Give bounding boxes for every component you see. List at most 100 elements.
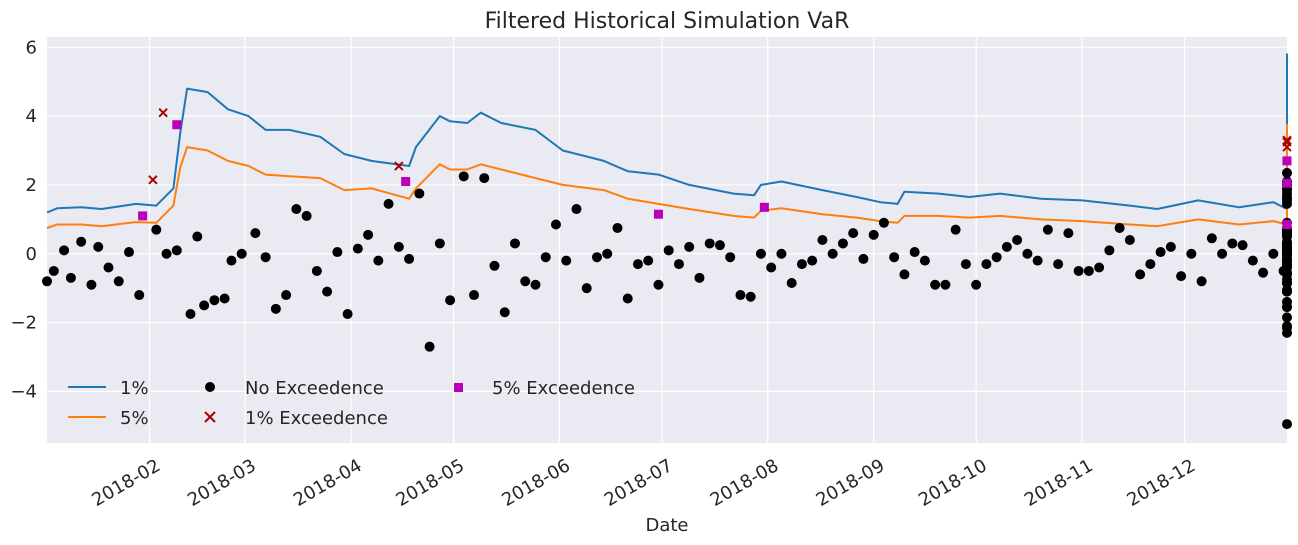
legend: 1% 5% No Exceedence 1% Exceedence 5% Exc… (68, 378, 635, 429)
no-exceedence-point (192, 231, 203, 242)
no-exceedence-point (1135, 269, 1146, 280)
no-exceedence-point (1196, 276, 1207, 287)
no-exceedence-point (530, 279, 541, 290)
exceedence-5pct-point (138, 211, 148, 221)
no-exceedence-point (950, 224, 961, 235)
no-exceedence-point (1124, 235, 1135, 245)
no-exceedence-point (766, 262, 777, 273)
exceedence-5pct-point (1282, 156, 1292, 166)
x-tick-label: 2018-07 (601, 455, 677, 511)
no-exceedence-point (653, 279, 664, 290)
no-exceedence-point (458, 171, 469, 182)
no-exceedence-point (1104, 245, 1115, 256)
x-tick-label: 2018-02 (88, 455, 164, 511)
no-exceedence-point (632, 259, 643, 270)
legend-label-1pct-exceedence: 1% Exceedence (245, 408, 388, 429)
no-exceedence-point (113, 276, 124, 287)
no-exceedence-point (1217, 248, 1228, 259)
x-tick-label: 2018-11 (1021, 455, 1097, 511)
no-exceedence-point (76, 236, 87, 247)
no-exceedence-point (919, 255, 930, 266)
no-exceedence-point (663, 245, 674, 256)
no-exceedence-point (1063, 228, 1074, 239)
no-exceedence-point (404, 253, 415, 264)
no-exceedence-point (878, 217, 889, 228)
no-exceedence-point (434, 238, 445, 249)
no-exceedence-point (1042, 224, 1053, 235)
legend-label-5pct: 5% (120, 408, 149, 429)
y-tick-label: 0 (26, 244, 37, 265)
x-tick-label: 2018-08 (707, 455, 783, 511)
no-exceedence-point (93, 241, 104, 252)
no-exceedence-point (281, 290, 292, 301)
y-tick-label: −4 (10, 381, 37, 402)
no-exceedence-point (352, 243, 363, 254)
legend-label-no-exceedence: No Exceedence (245, 378, 384, 399)
no-exceedence-point (171, 245, 182, 256)
no-exceedence-point (250, 228, 261, 239)
no-exceedence-point (332, 247, 343, 258)
exceedence-5pct-point (1282, 220, 1292, 230)
no-exceedence-point (123, 247, 134, 258)
no-exceedence-point (103, 262, 114, 273)
no-exceedence-point (899, 269, 910, 280)
no-exceedence-point (1237, 240, 1248, 251)
no-exceedence-point (1282, 419, 1292, 430)
no-exceedence-point (1073, 265, 1084, 276)
no-exceedence-point (151, 224, 162, 235)
no-exceedence-point (1282, 321, 1292, 332)
exceedence-1pct-point (158, 107, 168, 118)
no-exceedence-point (468, 290, 479, 301)
no-exceedence-point (342, 308, 353, 319)
no-exceedence-point (1114, 222, 1125, 233)
scatter-points (42, 107, 1292, 430)
no-exceedence-point (807, 255, 818, 266)
no-exceedence-point (1001, 241, 1012, 252)
grid-lines (47, 37, 1287, 443)
no-exceedence-point (745, 291, 756, 302)
no-exceedence-point (1012, 235, 1023, 245)
no-exceedence-point (981, 259, 992, 270)
no-exceedence-point (612, 222, 623, 233)
no-exceedence-point (1282, 193, 1292, 204)
y-tick-label: −2 (10, 313, 37, 334)
no-exceedence-point (581, 283, 592, 294)
x-tick-label: 2018-10 (915, 455, 991, 511)
no-exceedence-point (971, 279, 982, 290)
exceedence-1pct-point (148, 175, 158, 185)
x-tick-label: 2018-05 (392, 455, 468, 511)
no-exceedence-point (1268, 248, 1279, 259)
no-exceedence-point (1053, 259, 1064, 270)
no-exceedence-point (591, 252, 602, 263)
no-exceedence-point (59, 245, 70, 256)
y-tick-labels: −4 −2 0 2 4 6 (10, 37, 37, 402)
no-exceedence-point (725, 252, 736, 263)
y-tick-label: 2 (26, 175, 37, 196)
no-exceedence-point (1155, 247, 1166, 258)
no-exceedence-point (1094, 262, 1105, 273)
legend-marker-no-exceedence (205, 382, 215, 392)
no-exceedence-point (735, 290, 746, 301)
exceedence-5pct-point (1282, 178, 1292, 188)
x-tick-label: 2018-04 (290, 455, 366, 511)
no-exceedence-point (960, 259, 971, 270)
no-exceedence-point (311, 265, 322, 276)
no-exceedence-point (694, 272, 705, 283)
no-exceedence-point (65, 272, 76, 283)
legend-label-1pct: 1% (120, 378, 149, 399)
no-exceedence-point (199, 300, 210, 311)
exceedence-1pct-point (394, 161, 404, 171)
no-exceedence-point (414, 188, 425, 199)
no-exceedence-point (499, 307, 510, 318)
no-exceedence-point (226, 255, 237, 266)
exceedence-1pct-point (1282, 137, 1292, 147)
no-exceedence-point (1282, 312, 1292, 323)
legend-label-5pct-exceedence: 5% Exceedence (492, 378, 635, 399)
no-exceedence-point (602, 248, 613, 259)
chart-title: Filtered Historical Simulation VaR (485, 9, 850, 34)
no-exceedence-point (209, 295, 220, 306)
no-exceedence-point (837, 238, 848, 249)
no-exceedence-point (445, 295, 456, 306)
no-exceedence-point (930, 279, 941, 290)
